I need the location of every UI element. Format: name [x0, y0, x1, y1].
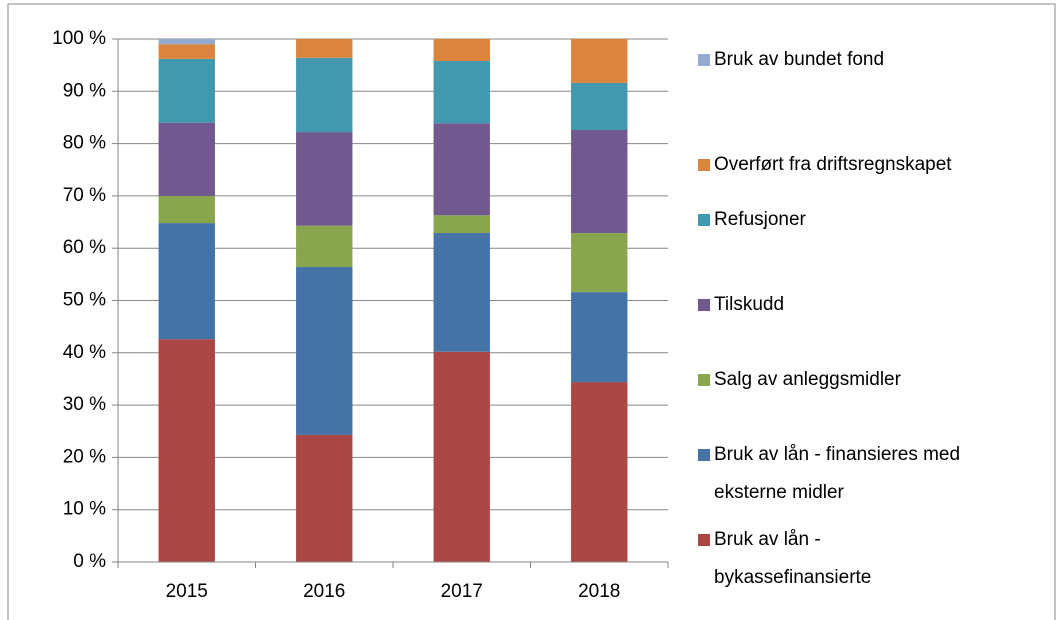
legend-item: Bruk av lån - finansieres med eksterne m… — [698, 436, 1014, 512]
x-tick-label: 2016 — [303, 581, 345, 602]
y-tick-label: 100 % — [52, 28, 106, 49]
legend-item: Bruk av bundet fond — [698, 41, 1044, 79]
legend-label: Tilskudd — [714, 294, 785, 315]
bar-segment — [158, 39, 215, 45]
bar-segment — [571, 233, 628, 293]
bar-segment — [296, 57, 353, 133]
bar-segment — [571, 39, 628, 83]
chart-border — [7, 3, 1056, 620]
y-tick-label: 30 % — [63, 394, 106, 415]
bar-segment — [296, 132, 353, 226]
bar-segment — [158, 44, 215, 59]
legend-label: Bruk av lån - finansieres med eksterne m… — [714, 444, 961, 503]
legend-item: Tilskudd — [698, 286, 1044, 324]
legend-swatch — [698, 534, 710, 546]
y-tick-label: 20 % — [63, 446, 106, 467]
legend-item: Salg av anleggsmidler — [698, 361, 1044, 399]
bar-segment — [296, 39, 353, 58]
legend-label: Refusjoner — [714, 209, 806, 230]
legend-swatch — [698, 54, 710, 66]
y-tick-label: 60 % — [63, 237, 106, 258]
legend-label: Overført fra driftsregnskapet — [714, 154, 952, 175]
legend-label: Salg av anleggsmidler — [714, 369, 901, 390]
legend-label: Bruk av lån - bykassefinansierte — [714, 529, 872, 588]
y-tick-label: 80 % — [63, 133, 106, 154]
bar-segment — [158, 122, 215, 196]
legend-swatch — [698, 449, 710, 461]
bar-segment — [433, 233, 490, 352]
y-tick-label: 40 % — [63, 342, 106, 363]
legend-item: Refusjoner — [698, 201, 1044, 239]
y-tick-label: 0 % — [73, 551, 106, 572]
bar-segment — [158, 195, 215, 224]
legend-item: Overført fra driftsregnskapet — [698, 146, 1044, 184]
legend-swatch — [698, 159, 710, 171]
legend-label: Bruk av bundet fond — [714, 49, 885, 70]
bar-segment — [158, 58, 215, 123]
bar-segment — [296, 434, 353, 562]
bar-segment — [296, 267, 353, 435]
bar-segment — [571, 292, 628, 383]
legend-item: Bruk av lån - bykassefinansierte — [698, 521, 914, 597]
bar-segment — [433, 215, 490, 234]
x-tick-label: 2017 — [441, 581, 483, 602]
x-tick-label: 2015 — [166, 581, 208, 602]
bar-segment — [571, 382, 628, 562]
bar-segment — [433, 351, 490, 562]
bar-segment — [158, 339, 215, 562]
y-tick-label: 50 % — [63, 290, 106, 311]
bar-segment — [571, 82, 628, 131]
y-tick-label: 10 % — [63, 499, 106, 520]
bar-segment — [433, 60, 490, 124]
bar-segment — [433, 39, 490, 61]
legend-swatch — [698, 374, 710, 386]
bar-segment — [571, 130, 628, 234]
bar-segment — [433, 123, 490, 216]
x-tick-label: 2018 — [578, 581, 620, 602]
legend-swatch — [698, 214, 710, 226]
legend-swatch — [698, 299, 710, 311]
y-tick-label: 70 % — [63, 185, 106, 206]
y-tick-label: 90 % — [63, 80, 106, 101]
bar-segment — [158, 223, 215, 340]
bar-segment — [296, 225, 353, 268]
